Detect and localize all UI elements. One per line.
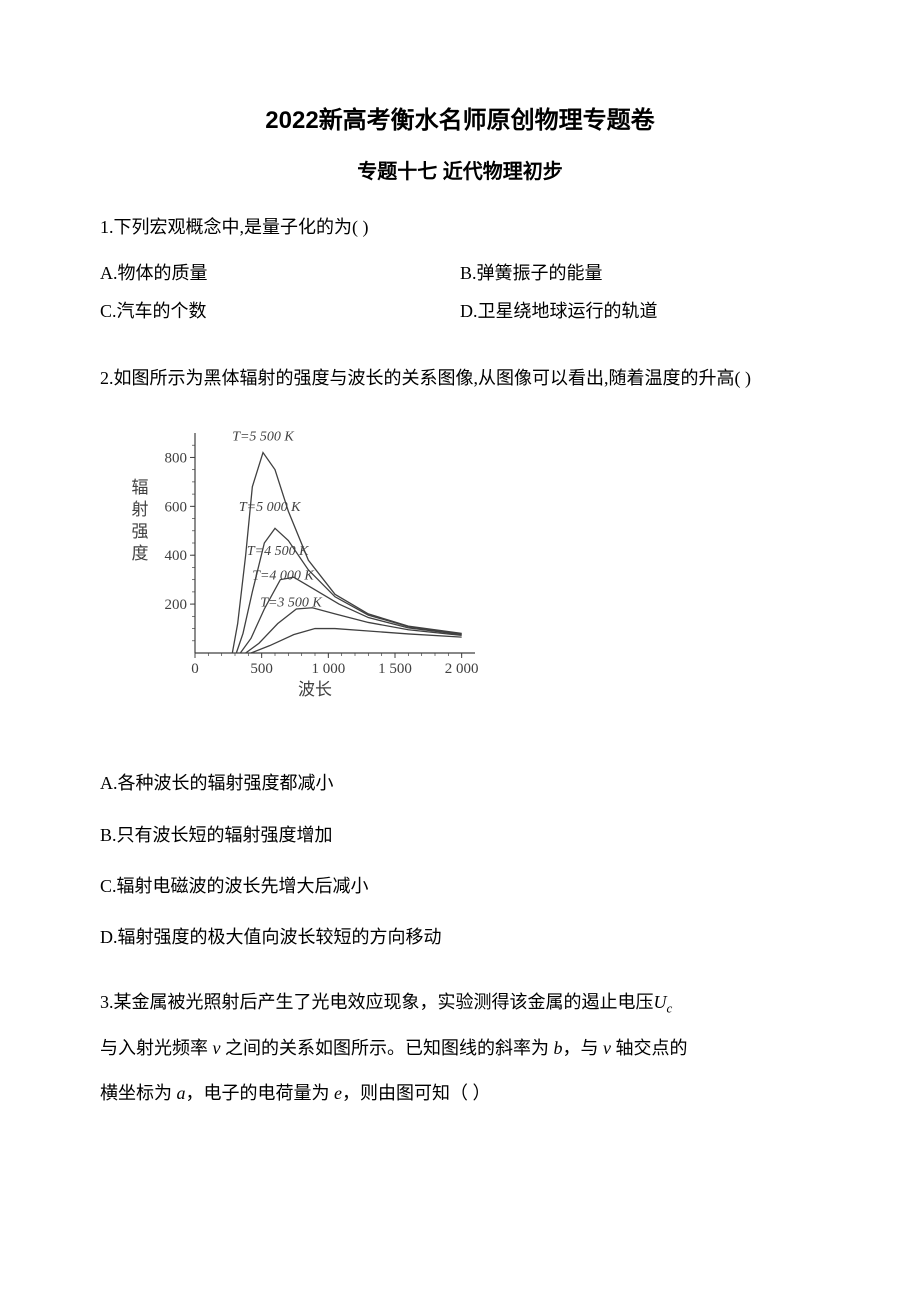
- svg-text:射: 射: [132, 500, 149, 519]
- svg-text:度: 度: [132, 544, 149, 563]
- svg-text:0: 0: [191, 661, 199, 677]
- option-1d: D.卫星绕地球运行的轨道: [460, 293, 820, 331]
- question-2-block: 2.如图所示为黑体辐射的强度与波长的关系图像,从图像可以看出,随着温度的升高( …: [100, 360, 820, 958]
- sub-title: 专题十七 近代物理初步: [100, 155, 820, 184]
- q3-text-6: 横坐标为: [100, 1083, 172, 1103]
- q3-text-4: ，与: [563, 1038, 599, 1058]
- option-2a: A.各种波长的辐射强度都减小: [100, 763, 820, 804]
- svg-text:1 500: 1 500: [378, 661, 412, 677]
- question-3-block: 3.某金属被光照射后产生了光电效应现象，实验测得该金属的遏止电压Uc 与入射光频…: [100, 984, 820, 1113]
- question-1-options-row-1: A.物体的质量 B.弹簧振子的能量: [100, 255, 820, 293]
- svg-text:1 000: 1 000: [311, 661, 345, 677]
- option-1b: B.弹簧振子的能量: [460, 255, 820, 293]
- question-1-text: 1.下列宏观概念中,是量子化的为( ): [100, 209, 820, 247]
- svg-text:800: 800: [165, 451, 188, 467]
- svg-text:T=5 500 K: T=5 500 K: [232, 430, 294, 445]
- q3-text-5: 轴交点的: [616, 1038, 688, 1058]
- svg-text:波长: 波长: [298, 680, 332, 699]
- chart-svg: 0 500 1 000 1 500 2 000 200 400 600 800 波长 辐射强度 T=5…: [120, 423, 480, 723]
- svg-text:强: 强: [132, 522, 149, 541]
- svg-text:2 000: 2 000: [445, 661, 479, 677]
- question-2-text: 2.如图所示为黑体辐射的强度与波长的关系图像,从图像可以看出,随着温度的升高( …: [100, 360, 820, 398]
- var-v-2: v: [603, 1038, 611, 1058]
- option-1c: C.汽车的个数: [100, 293, 460, 331]
- svg-text:T=4 500 K: T=4 500 K: [247, 544, 309, 559]
- var-b: b: [554, 1038, 563, 1058]
- q3-text-1: 3.某金属被光照射后产生了光电效应现象，实验测得该金属的遏止电压: [100, 992, 654, 1012]
- option-2c: C.辐射电磁波的波长先增大后减小: [100, 866, 820, 907]
- var-U-sub: c: [667, 1000, 673, 1015]
- var-e: e: [334, 1083, 342, 1103]
- svg-text:辐: 辐: [132, 478, 149, 497]
- var-U: U: [654, 992, 667, 1012]
- var-v-1: v: [213, 1038, 221, 1058]
- svg-text:600: 600: [165, 500, 188, 516]
- question-3-line2: 与入射光频率 v 之间的关系如图所示。已知图线的斜率为 b，与 v 轴交点的: [100, 1030, 820, 1068]
- option-1a: A.物体的质量: [100, 255, 460, 293]
- option-2b: B.只有波长短的辐射强度增加: [100, 815, 820, 856]
- var-a: a: [177, 1083, 186, 1103]
- blackbody-chart: 0 500 1 000 1 500 2 000 200 400 600 800 波长 辐射强度 T=5…: [120, 423, 820, 728]
- svg-text:400: 400: [165, 548, 188, 564]
- main-title: 2022新高考衡水名师原创物理专题卷: [100, 100, 820, 135]
- q3-text-8: ，则由图可知（ ）: [342, 1083, 491, 1103]
- q3-text-3: 之间的关系如图所示。已知图线的斜率为: [225, 1038, 549, 1058]
- q3-text-7: ，电子的电荷量为: [186, 1083, 330, 1103]
- svg-text:T=3 500 K: T=3 500 K: [260, 596, 322, 611]
- svg-text:T=5 000 K: T=5 000 K: [239, 500, 301, 515]
- q3-text-2: 与入射光频率: [100, 1038, 208, 1058]
- option-2d: D.辐射强度的极大值向波长较短的方向移动: [100, 917, 820, 958]
- question-3-line3: 横坐标为 a，电子的电荷量为 e，则由图可知（ ）: [100, 1075, 820, 1113]
- svg-text:500: 500: [250, 661, 273, 677]
- svg-text:200: 200: [165, 597, 188, 613]
- svg-text:T=4 000 K: T=4 000 K: [252, 569, 314, 584]
- question-3-line1: 3.某金属被光照射后产生了光电效应现象，实验测得该金属的遏止电压Uc: [100, 984, 820, 1022]
- question-1-options-row-2: C.汽车的个数 D.卫星绕地球运行的轨道: [100, 293, 820, 331]
